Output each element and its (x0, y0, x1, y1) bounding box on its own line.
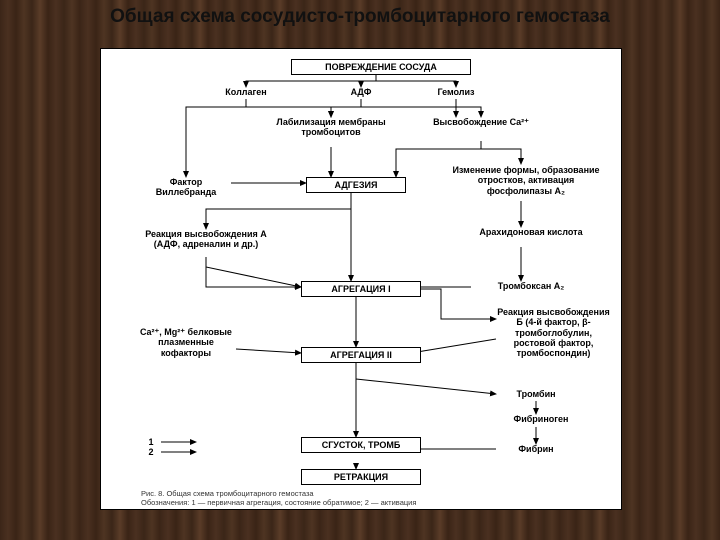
slide-background: Общая схема сосудисто-тромбоцитарного ге… (0, 0, 720, 540)
edge-6 (361, 99, 456, 117)
edge-24 (356, 379, 496, 394)
edge-11 (186, 99, 246, 177)
edge-12 (206, 193, 351, 229)
node-release_ca: Высвобождение Ca²⁺ (426, 117, 536, 127)
node-legend12: 12 (141, 437, 161, 458)
node-labiliz: Лабилизация мембраны тромбоцитов (276, 117, 386, 138)
diagram-panel: ПОВРЕЖДЕНИЕ СОСУДА Коллаген АДФ Гемолиз Лаби… (100, 48, 622, 510)
node-arach: Арахидоновая кислота (471, 227, 591, 237)
node-vwf: Фактор Виллебранда (141, 177, 231, 198)
node-txa2: Тромбоксан A₂ (471, 281, 591, 291)
node-fibrinogen: Фибриноген (496, 414, 586, 424)
slide-title: Общая схема сосудисто-тромбоцитарного ге… (0, 6, 720, 28)
node-hemolysis: Гемолиз (421, 87, 491, 97)
caption-line-1: Рис. 8. Общая схема тромбоцитарного гемо… (141, 489, 581, 498)
node-thrombin: Тромбин (496, 389, 576, 399)
node-adhesion: АДГЕЗИЯ (306, 177, 406, 193)
caption-line-2: Обозначения: 1 — первичная агрегация, со… (141, 498, 581, 507)
node-fibrin: Фибрин (496, 444, 576, 454)
figure-caption: Рис. 8. Общая схема тромбоцитарного гемо… (141, 489, 581, 507)
node-adf: АДФ (336, 87, 386, 97)
edge-4 (331, 99, 361, 117)
node-react_a: Реакция высвобождения А (АДФ, адреналин … (136, 229, 276, 250)
node-shape: Изменение формы, образование отростков, … (446, 165, 606, 196)
edge-16 (206, 257, 301, 287)
node-aggr1: АГРЕГАЦИЯ I (301, 281, 421, 297)
edge-20 (411, 289, 496, 319)
edge-3 (246, 99, 331, 117)
edge-15 (206, 257, 301, 287)
node-clot: СГУСТОК, ТРОМБ (301, 437, 421, 453)
node-retraction: РЕТРАКЦИЯ (301, 469, 421, 485)
node-aggr2: АГРЕГАЦИЯ II (301, 347, 421, 363)
node-cofactors: Ca²⁺, Mg²⁺ белковые плазменные кофакторы (136, 327, 236, 358)
node-react_b: Реакция высвобождения Б (4-й фактор, β-т… (496, 307, 611, 359)
edge-21 (411, 339, 496, 353)
edge-22 (236, 349, 301, 353)
node-collagen: Коллаген (211, 87, 281, 97)
edge-9 (481, 141, 521, 164)
node-damage: ПОВРЕЖДЕНИЕ СОСУДА (291, 59, 471, 75)
edge-5 (456, 99, 481, 117)
